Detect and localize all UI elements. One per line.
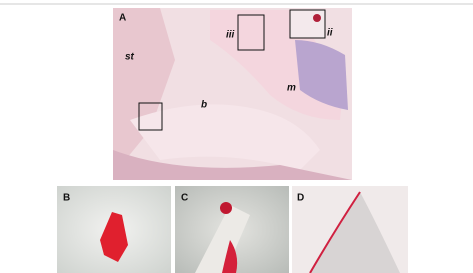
annotation: iii [226,30,235,41]
annotation: b [201,100,207,111]
annotation: m [287,83,296,94]
panel-label: D [297,193,304,204]
panel-label: B [63,193,70,204]
panel-a: A st iii ii b m [113,8,352,180]
annotation: st [125,52,135,63]
panel-c: C [175,186,289,273]
panel-label: C [181,193,188,204]
annotation: ii [327,28,333,39]
panel-d: D [292,186,408,273]
panel-b: B [57,186,171,273]
panel-label: A [119,13,126,24]
